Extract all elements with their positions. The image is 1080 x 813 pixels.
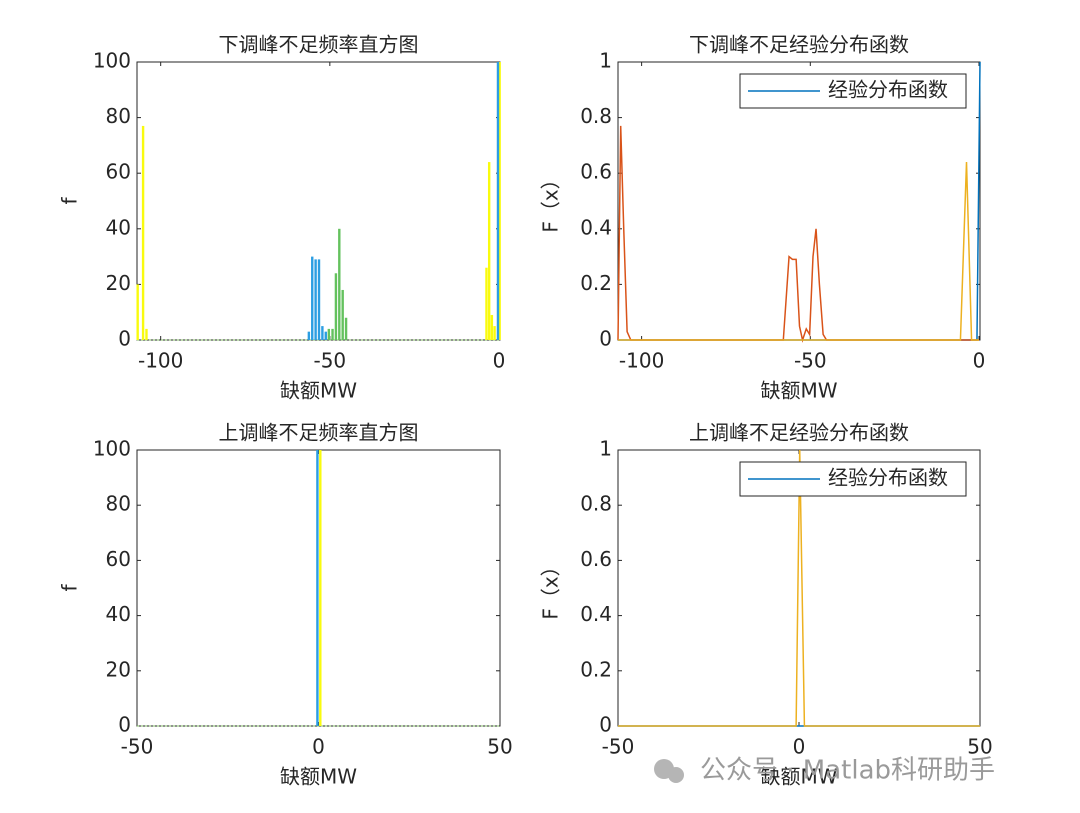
bar (493, 326, 496, 340)
x-tick-label: 0 (973, 349, 986, 373)
bar (485, 267, 488, 340)
bar (314, 259, 317, 340)
chart-title: 上调峰不足经验分布函数 (689, 421, 909, 445)
y-tick-label: 40 (106, 602, 131, 626)
x-axis-label: 缺额MW (760, 765, 837, 789)
bar (324, 331, 327, 340)
bar (141, 125, 145, 340)
x-tick-label: -100 (138, 349, 183, 373)
bar (344, 317, 348, 340)
y-tick-label: 1 (599, 437, 612, 461)
y-tick-label: 20 (106, 271, 131, 295)
y-tick-label: 0.8 (580, 104, 612, 128)
y-tick-label: 60 (106, 160, 131, 184)
bar (316, 450, 319, 726)
chart-title: 下调峰不足经验分布函数 (689, 33, 909, 57)
y-tick-label: 0.4 (580, 215, 612, 239)
x-tick-label: -100 (619, 349, 664, 373)
y-tick-label: 1 (599, 49, 612, 73)
bar (338, 228, 341, 340)
y-tick-label: 0.2 (580, 271, 612, 295)
legend-label: 经验分布函数 (828, 466, 948, 490)
bar (319, 450, 322, 726)
bar (307, 331, 311, 340)
bar (317, 259, 321, 340)
y-tick-label: 40 (106, 215, 131, 239)
chart-title: 上调峰不足频率直方图 (219, 421, 419, 445)
x-tick-label: 0 (793, 735, 806, 759)
y-axis-label: F（x） (539, 556, 563, 619)
bar (331, 328, 334, 340)
x-tick-label: 50 (967, 735, 992, 759)
bar (334, 273, 338, 340)
line (618, 449, 980, 727)
bar (341, 289, 344, 340)
y-axis-label: F（x） (539, 169, 563, 232)
y-tick-label: 0.6 (580, 160, 612, 184)
y-tick-label: 0.8 (580, 492, 612, 516)
legend-label: 经验分布函数 (828, 78, 948, 102)
x-axis-label: 缺额MW (280, 379, 357, 403)
y-tick-label: 60 (106, 547, 131, 571)
y-axis-label: f (58, 197, 82, 205)
watermark: 公众号 · Matlab科研助手 (654, 756, 995, 786)
y-tick-label: 80 (106, 104, 131, 128)
x-tick-label: -50 (794, 349, 827, 373)
y-tick-label: 0 (599, 713, 612, 737)
bar (498, 62, 501, 340)
watermark-text: 公众号 · Matlab科研助手 (700, 756, 995, 786)
bar (490, 314, 494, 340)
y-tick-label: 100 (93, 437, 131, 461)
watermark-icon (668, 767, 684, 783)
line (618, 162, 979, 341)
chart-title: 下调峰不足频率直方图 (219, 33, 419, 57)
x-tick-label: -50 (313, 349, 346, 373)
y-tick-label: 80 (106, 492, 131, 516)
y-tick-label: 0 (118, 713, 131, 737)
bar (487, 162, 491, 340)
x-tick-label: -50 (121, 735, 154, 759)
bar (327, 328, 331, 340)
y-tick-label: 0 (118, 327, 131, 351)
x-axis-label: 缺额MW (280, 765, 357, 789)
y-tick-label: 20 (106, 657, 131, 681)
y-axis-label: f (58, 584, 82, 592)
x-tick-label: 0 (312, 735, 325, 759)
x-tick-label: 0 (493, 349, 506, 373)
bar (321, 326, 324, 340)
y-tick-label: 0.2 (580, 657, 612, 681)
y-tick-label: 0 (599, 327, 612, 351)
x-axis-label: 缺额MW (760, 379, 837, 403)
bar (496, 62, 500, 340)
bar (136, 284, 139, 340)
x-tick-label: -50 (602, 735, 635, 759)
bar (311, 256, 314, 340)
bar (145, 328, 148, 340)
x-tick-label: 50 (487, 735, 512, 759)
y-tick-label: 0.6 (580, 547, 612, 571)
y-tick-label: 0.4 (580, 602, 612, 626)
y-tick-label: 100 (93, 49, 131, 73)
line (617, 125, 979, 343)
